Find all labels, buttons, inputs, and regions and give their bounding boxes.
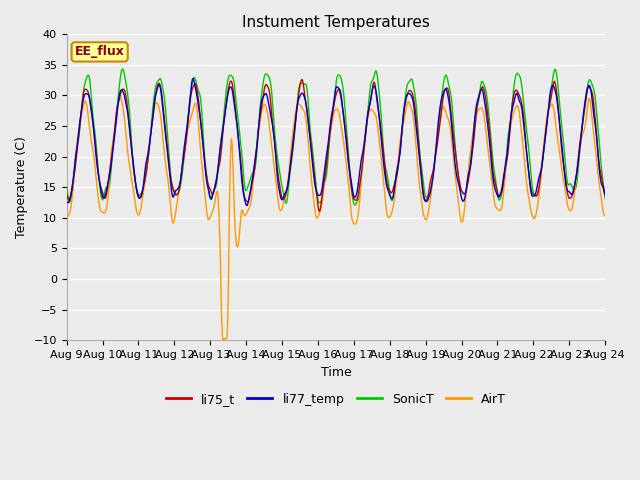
Text: EE_flux: EE_flux xyxy=(75,46,125,59)
Legend: li75_t, li77_temp, SonicT, AirT: li75_t, li77_temp, SonicT, AirT xyxy=(161,388,511,411)
Y-axis label: Temperature (C): Temperature (C) xyxy=(15,136,28,238)
X-axis label: Time: Time xyxy=(321,366,351,379)
Title: Instument Temperatures: Instument Temperatures xyxy=(242,15,430,30)
